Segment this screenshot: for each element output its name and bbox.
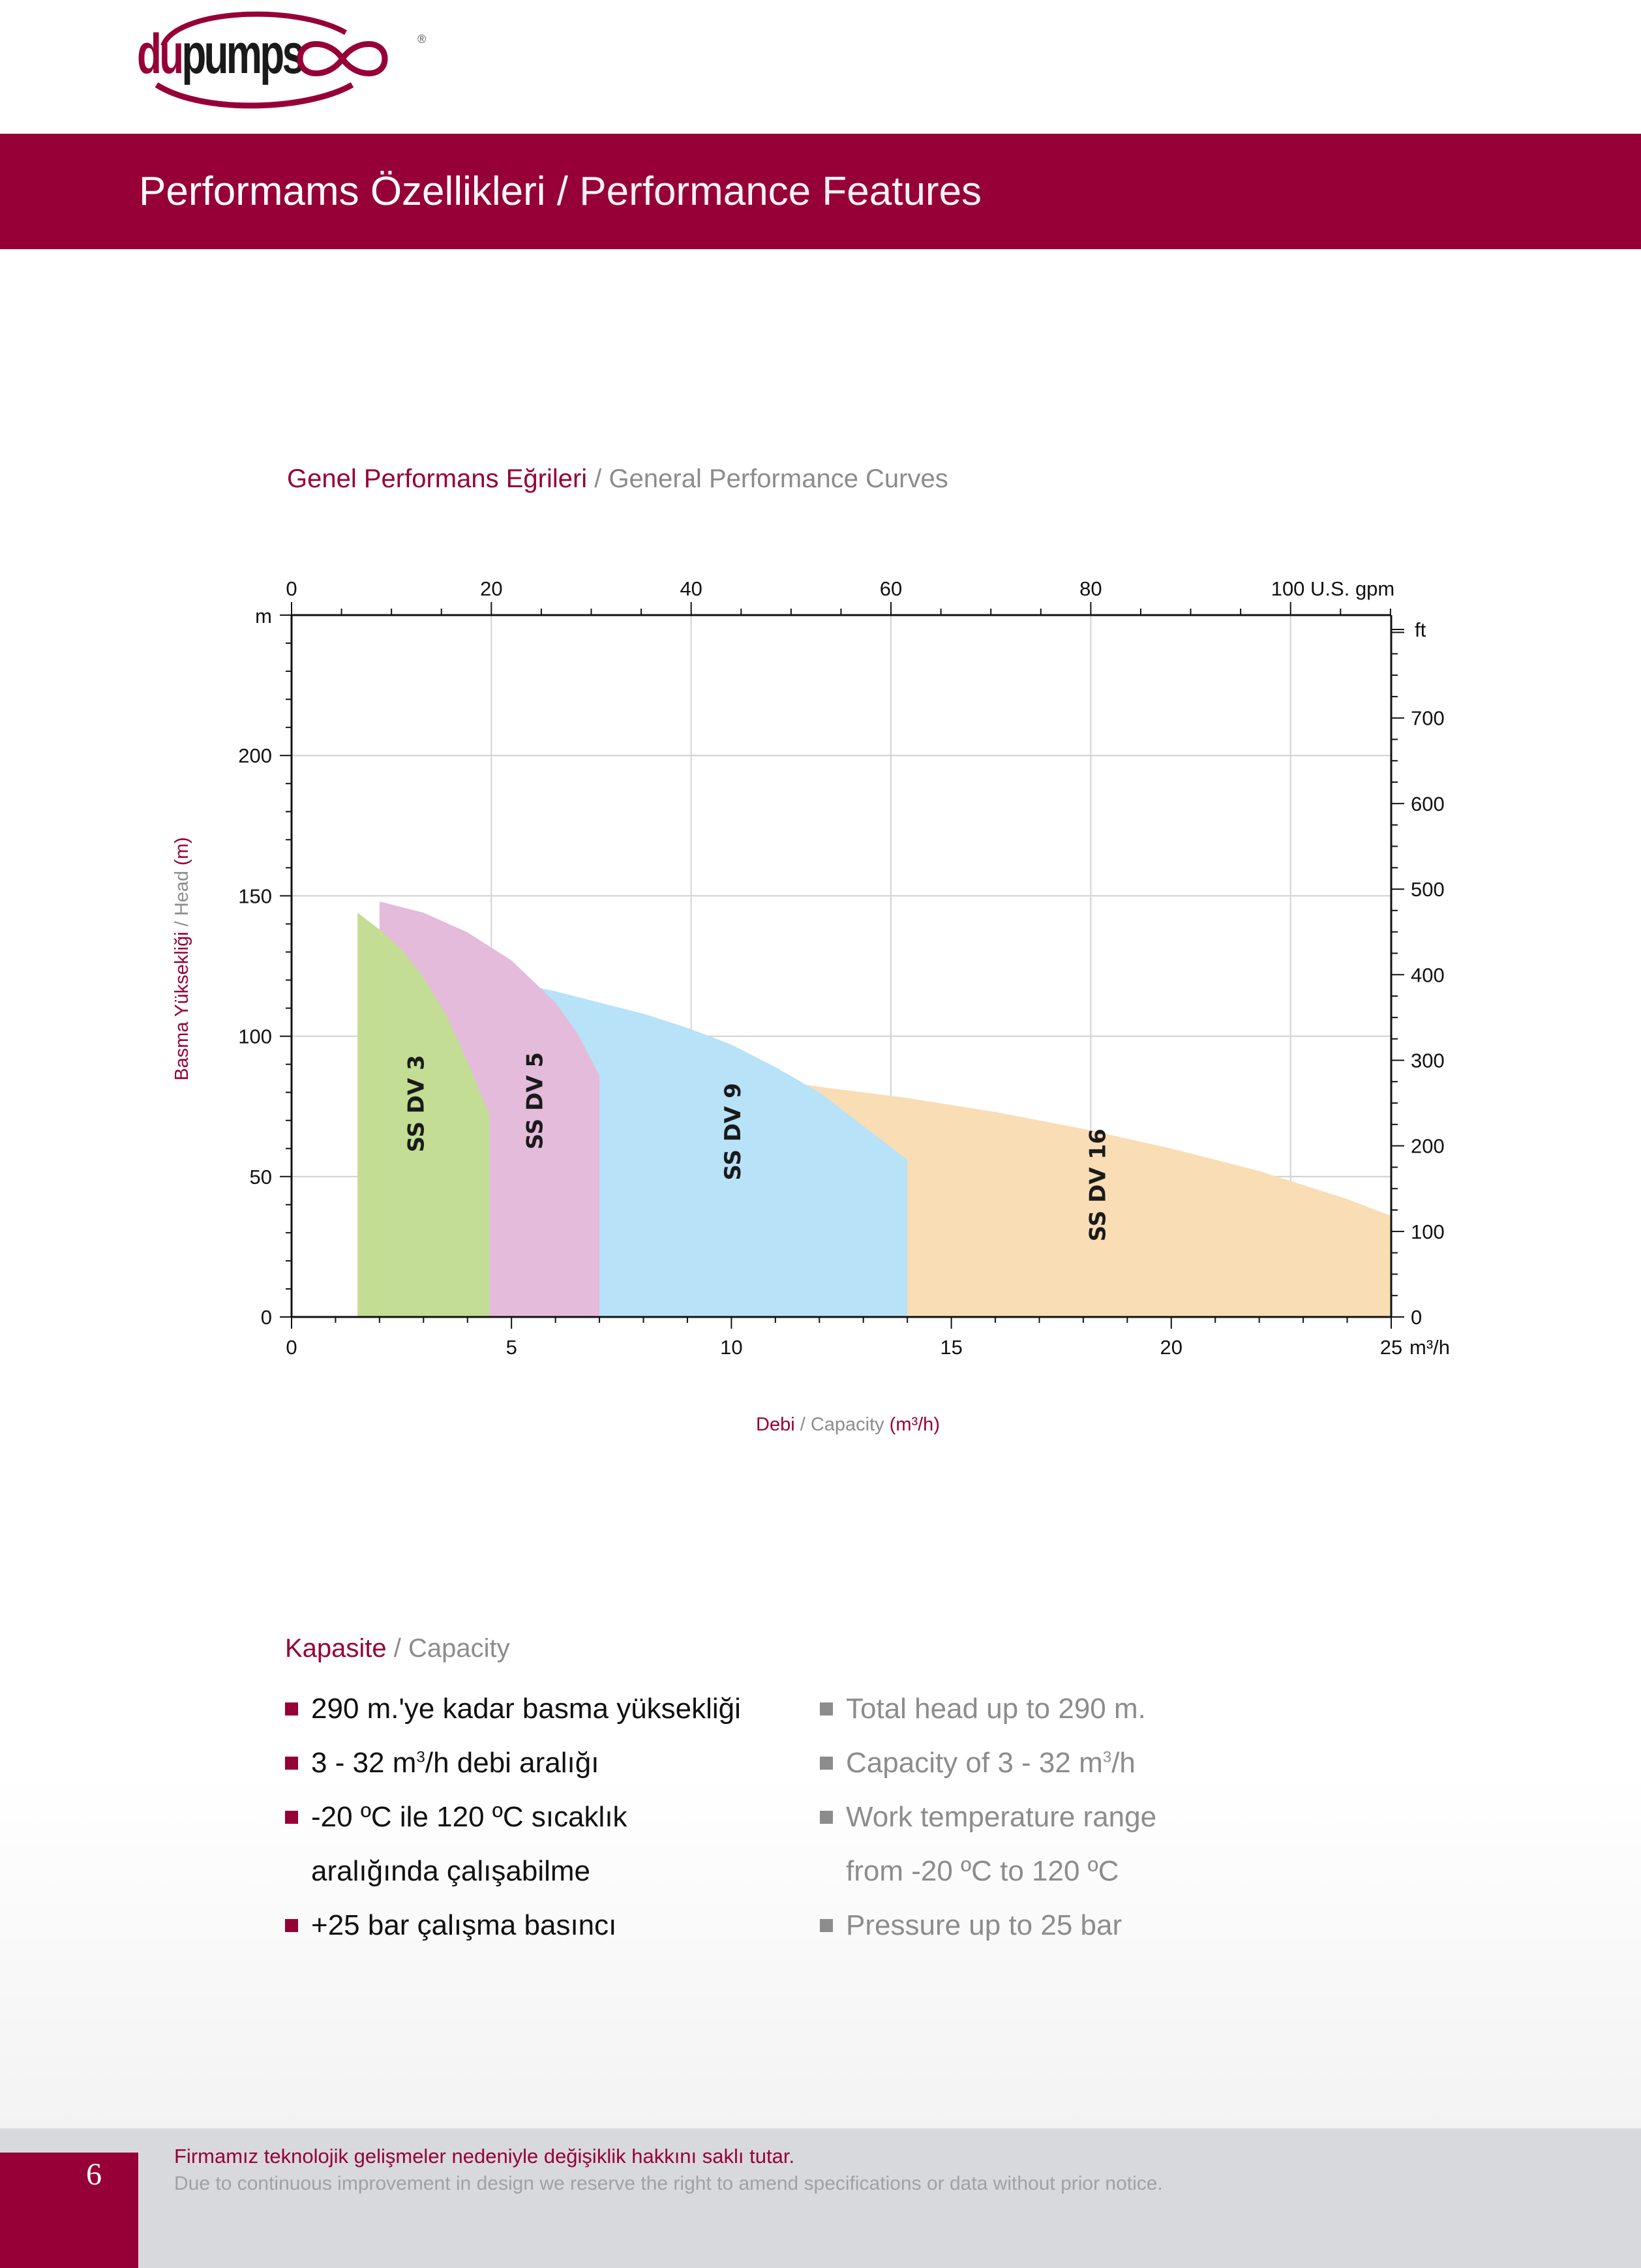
y-tick-label: 100	[238, 1025, 272, 1048]
right-tick-label: 700	[1411, 707, 1445, 730]
capacity-item-en: Total head up to 290 m.	[820, 1682, 1156, 1736]
x-tick-label: 5	[506, 1336, 517, 1359]
y-unit-label: m	[255, 605, 272, 627]
header-bar	[0, 134, 1641, 249]
capacity-item-tr: 290 m.'ye kadar basma yüksekliği	[285, 1682, 741, 1736]
capacity-item-tr: -20 ºC ile 120 ºC sıcaklık	[285, 1790, 741, 1844]
right-tick-label: 500	[1411, 878, 1445, 901]
capacity-item-text: /h debi aralığı	[425, 1747, 599, 1779]
right-tick-label: 0	[1411, 1306, 1422, 1329]
series-area-ss-dv-9	[529, 986, 908, 1317]
logo-swoosh-icon	[155, 11, 354, 109]
bullet-icon	[820, 1919, 833, 1932]
series-label: SS DV 9	[720, 1083, 746, 1180]
brand-logo: dupumps ®	[137, 7, 426, 111]
bullet-icon	[285, 1757, 298, 1770]
x-tick-label: 20	[1160, 1336, 1182, 1359]
bullet-icon	[820, 1702, 833, 1716]
x-unit-label: m³/h	[1409, 1336, 1450, 1359]
chart-series-labels: SS DV 16 SS DV 9 SS DV 5 SS DV 3	[403, 1052, 1111, 1241]
capacity-item-text: 290 m.'ye kadar basma yüksekliği	[311, 1693, 741, 1725]
registered-mark: ®	[417, 33, 427, 46]
bullet-icon	[820, 1811, 833, 1824]
capacity-item-text: from -20 ºC to 120 ºC	[846, 1855, 1119, 1887]
capacity-item-text: /h	[1111, 1747, 1136, 1779]
right-tick-label: 400	[1411, 963, 1445, 986]
capacity-item-text: -20 ºC ile 120 ºC sıcaklık	[311, 1801, 627, 1833]
y-tick-label: 200	[238, 744, 272, 767]
y-tick-label: 50	[250, 1166, 272, 1188]
capacity-item-text: aralığında çalışabilme	[311, 1855, 591, 1887]
footer-notice-en: Due to continuous improvement in design …	[174, 2173, 1163, 2194]
infinity-icon	[297, 41, 388, 76]
capacity-section-title: Kapasite / Capacity	[285, 1634, 510, 1663]
right-tick-label: 600	[1411, 793, 1445, 815]
top-tick-label: 40	[680, 577, 702, 600]
capacity-item-en: Capacity of 3 - 32 m3/h	[820, 1736, 1156, 1790]
top-tick-label: 20	[480, 577, 502, 600]
bullet-icon	[285, 1702, 298, 1716]
capacity-item-en: Pressure up to 25 bar	[820, 1898, 1156, 1952]
x-tick-label: 0	[286, 1336, 297, 1359]
capacity-item-text: Total head up to 290 m.	[846, 1693, 1146, 1725]
x-tick-label: 10	[720, 1336, 742, 1359]
top-tick-label: 80	[1079, 577, 1102, 600]
page-title: Performams Özellikleri / Performance Fea…	[139, 169, 982, 214]
right-tick-label: 100	[1411, 1220, 1445, 1243]
capacity-item-en: from -20 ºC to 120 ºC	[846, 1844, 1156, 1898]
capacity-item-sup: 3	[416, 1748, 425, 1766]
y-tick-label: 150	[238, 885, 272, 907]
bullet-icon	[285, 1811, 298, 1824]
y-tick-label: 0	[261, 1306, 272, 1329]
capacity-item-text: 3 - 32 m	[311, 1747, 417, 1779]
series-area-ss-dv-16	[784, 1081, 1391, 1317]
capacity-item-text: +25 bar çalışma basıncı	[311, 1909, 617, 1941]
top-tick-label: 100 U.S. gpm	[1271, 577, 1395, 600]
right-tick-label: 200	[1411, 1135, 1445, 1158]
x-tick-label: 25	[1380, 1336, 1402, 1359]
top-tick-label: 60	[880, 577, 902, 600]
logo-wordmark: dupumps	[137, 23, 305, 85]
capacity-item-tr: 3 - 32 m3/h debi aralığı	[285, 1736, 741, 1790]
bullet-icon	[285, 1919, 298, 1932]
series-area-ss-dv-3	[357, 913, 490, 1317]
y-axis-title: Basma Yüksekliği / Head(m)	[172, 837, 192, 1080]
capacity-item-tr: +25 bar çalışma basıncı	[285, 1898, 741, 1952]
x-tick-label: 15	[940, 1336, 962, 1359]
capacity-list-en: Total head up to 290 m. Capacity of 3 - 3…	[820, 1682, 1157, 1952]
capacity-item-en: Work temperature range	[820, 1790, 1157, 1844]
capacity-item-tr: aralığında çalışabilme	[311, 1844, 741, 1898]
series-label: SS DV 16	[1085, 1128, 1111, 1241]
capacity-item-text: Work temperature range	[846, 1801, 1157, 1833]
page-number-box	[0, 2153, 138, 2268]
bullet-icon	[820, 1757, 833, 1770]
top-tick-label: 0	[286, 577, 297, 600]
curves-section-title: Genel Performans Eğrileri / General Perf…	[287, 464, 948, 493]
chart-areas	[357, 901, 1391, 1317]
series-label: SS DV 5	[522, 1052, 548, 1149]
x-axis-title: Debi / Capacity (m³/h)	[756, 1414, 940, 1435]
page-number: 6	[86, 2157, 102, 2192]
footer	[0, 2128, 1641, 2268]
right-unit-label: ft	[1415, 618, 1426, 641]
capacity-item-sup: 3	[1102, 1748, 1112, 1766]
right-tick-label: 300	[1411, 1049, 1445, 1072]
capacity-item-text: Pressure up to 25 bar	[846, 1909, 1122, 1941]
capacity-list-tr: 290 m.'ye kadar basma yüksekliği 3 - 32 m…	[285, 1682, 741, 1952]
series-label: SS DV 3	[403, 1055, 429, 1152]
capacity-item-text: Capacity of 3 - 32 m	[846, 1747, 1103, 1779]
footer-notice-tr: Firmamız teknolojik gelişmeler nedeniyle…	[174, 2145, 795, 2168]
